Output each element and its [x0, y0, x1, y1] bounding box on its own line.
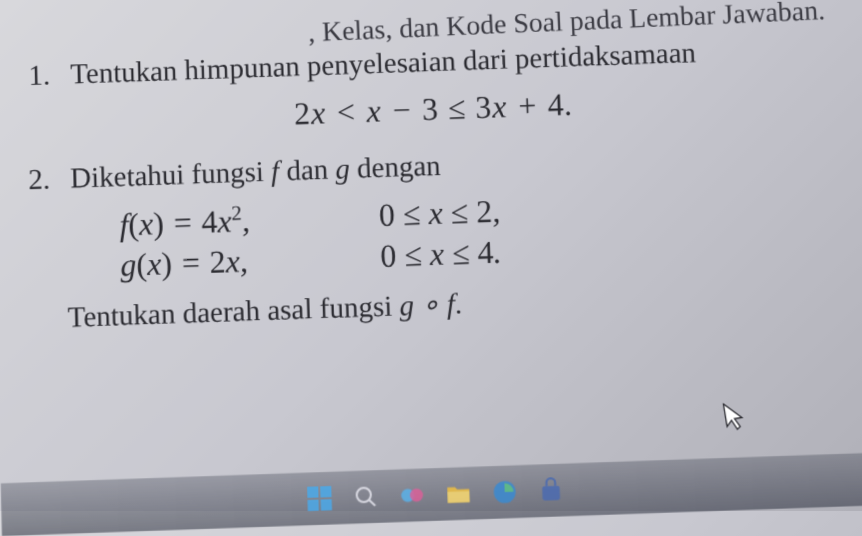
search-icon[interactable]	[351, 482, 380, 511]
windows-taskbar[interactable]	[1, 453, 862, 536]
file-explorer-icon[interactable]	[444, 479, 473, 508]
function-f-domain: 0 ≤ x ≤ 2,	[378, 190, 559, 234]
edge-icon[interactable]	[490, 477, 519, 506]
problem-1-number: 1.	[28, 54, 57, 98]
copilot-icon[interactable]	[398, 481, 427, 510]
document-page: , Kelas, dan Kode Soal pada Lembar Jawab…	[0, 0, 862, 367]
problem-2-number: 2.	[28, 158, 57, 202]
store-icon[interactable]	[536, 476, 565, 505]
mouse-cursor	[722, 400, 749, 433]
function-f-def: f(x) = 4x2,	[119, 198, 320, 242]
problem-2: 2. Diketahui fungsi f dan g dengan f(x) …	[28, 131, 845, 336]
windows-start-icon[interactable]	[305, 484, 334, 513]
function-g-domain: 0 ≤ x ≤ 4.	[380, 231, 561, 274]
function-g-def: g(x) = 2x,	[120, 240, 321, 284]
